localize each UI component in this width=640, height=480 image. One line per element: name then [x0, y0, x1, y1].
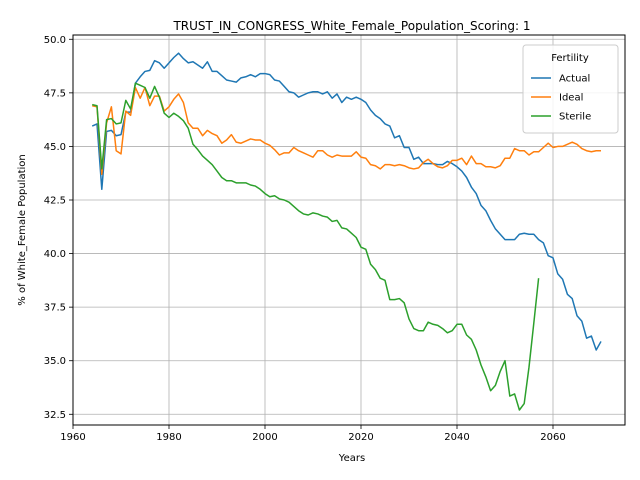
x-tick-label: 1980 [156, 432, 181, 443]
y-tick-label: 32.5 [44, 410, 66, 421]
x-tick-label: 2020 [348, 432, 373, 443]
y-tick-label: 50.0 [44, 35, 66, 46]
x-tick-label: 1960 [60, 432, 85, 443]
chart-title: TRUST_IN_CONGRESS_White_Female_Populatio… [172, 19, 530, 33]
legend-label-actual: Actual [559, 74, 590, 85]
y-tick-label: 37.5 [44, 303, 66, 314]
series-line-actual [91, 52, 602, 351]
legend-label-sterile: Sterile [559, 112, 591, 123]
y-tick-label: 45.0 [44, 142, 66, 153]
legend-box [522, 44, 619, 134]
y-axis: 32.5 35.0 37.5 40.0 42.5 45.0 47.5 50.0 [44, 35, 73, 421]
y-tick-label: 35.0 [44, 356, 66, 367]
y-tick-label: 42.5 [44, 196, 66, 207]
series-line-ideal [92, 86, 601, 176]
x-axis: 1960 1980 2000 2020 2040 2060 [60, 425, 566, 443]
x-tick-label: 2060 [540, 432, 565, 443]
plot-area [91, 52, 602, 411]
series-line-sterile [92, 82, 540, 411]
y-axis-title: % of White_Female Population [17, 154, 28, 305]
legend-label-ideal: Ideal [559, 93, 583, 104]
grid-lines [72, 35, 625, 425]
x-tick-label: 2040 [444, 432, 469, 443]
plot-frame [72, 34, 626, 426]
x-tick-label: 2000 [252, 432, 277, 443]
x-axis-title: Years [338, 453, 365, 464]
y-tick-label: 47.5 [44, 88, 66, 99]
y-tick-label: 40.0 [44, 249, 66, 260]
legend-title: Fertility [551, 53, 589, 64]
legend: Fertility Actual Ideal Sterile [522, 44, 619, 134]
